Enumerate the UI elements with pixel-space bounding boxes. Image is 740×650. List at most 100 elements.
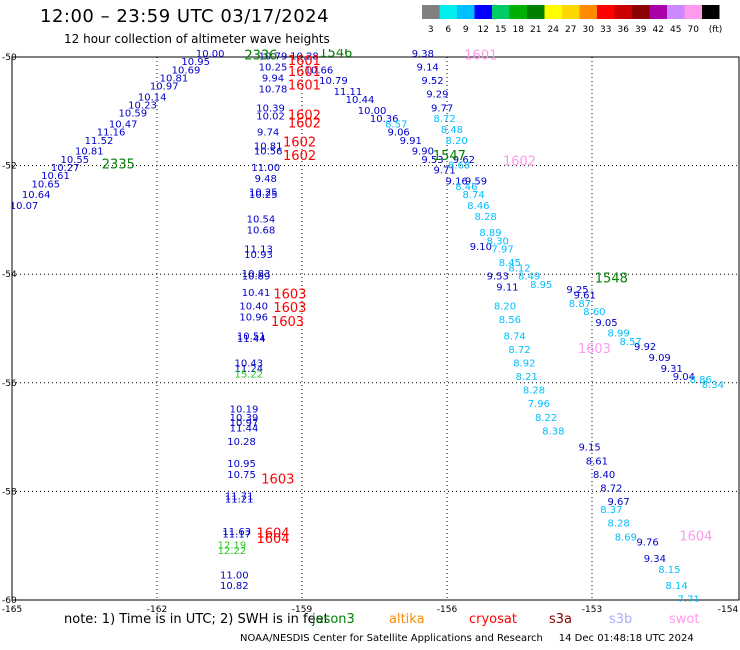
swh-value-label: 9.04 bbox=[673, 372, 695, 383]
colorbar-swatch bbox=[702, 5, 720, 19]
pass-time-label: 1604 bbox=[256, 527, 289, 542]
swh-value-label: 9.38 bbox=[412, 49, 434, 60]
swh-value-label: 8.72 bbox=[508, 345, 530, 356]
swh-value-label: 8.48 bbox=[441, 125, 463, 136]
swh-value-label: 11.16 bbox=[97, 128, 126, 139]
swh-value-label: 10.75 bbox=[227, 470, 256, 481]
swh-value-label: 10.96 bbox=[239, 312, 268, 323]
swh-value-label: 10.25 bbox=[259, 63, 288, 74]
swh-value-label: 10.66 bbox=[305, 65, 334, 76]
swh-value-label: 9.11 bbox=[496, 282, 518, 293]
swh-value-label: 9.67 bbox=[607, 497, 629, 508]
swh-value-label: 9.94 bbox=[262, 73, 284, 84]
pass-time-label: 1602 bbox=[503, 155, 536, 170]
pass-time-label: 1602 bbox=[283, 136, 316, 151]
swh-value-label: 9.71 bbox=[433, 166, 455, 177]
pass-time-label: 1548 bbox=[595, 271, 628, 286]
footer-credit: NOAA/NESDIS Center for Satellite Applica… bbox=[240, 633, 694, 644]
colorbar-label: 9 bbox=[463, 25, 469, 35]
swh-value-label: 8.95 bbox=[530, 280, 552, 291]
colorbar-swatch bbox=[562, 5, 580, 19]
swh-value-label: 11.63 bbox=[222, 527, 251, 538]
swh-value-label: 10.89 bbox=[242, 272, 271, 283]
swh-value-label: 10.40 bbox=[239, 301, 268, 312]
swh-value-label: 8.74 bbox=[504, 331, 526, 342]
pass-time-label: 1602 bbox=[288, 108, 321, 123]
satellite-legend-s3b: s3b bbox=[609, 612, 633, 627]
swh-value-label: 8.72 bbox=[433, 114, 455, 125]
swh-value-label: 10.97 bbox=[150, 82, 179, 93]
colorbar-swatch bbox=[509, 5, 527, 19]
swh-value-label: 10.36 bbox=[370, 114, 399, 125]
colorbar-label: 33 bbox=[600, 25, 611, 35]
swh-value-label: 9.91 bbox=[400, 136, 422, 147]
x-tick-label: -165 bbox=[2, 605, 22, 615]
swh-value-label: 10.79 bbox=[259, 52, 288, 63]
x-tick-label: -162 bbox=[147, 605, 167, 615]
swh-value-label: 8.87 bbox=[569, 299, 591, 310]
timestamp-text: 14 Dec 01:48:18 UTC 2024 bbox=[558, 633, 694, 644]
swh-value-label: 8.61 bbox=[586, 456, 608, 467]
swh-value-label: 10.56 bbox=[254, 147, 283, 158]
swh-value-label: 10.14 bbox=[138, 92, 167, 103]
colorbar-swatch bbox=[614, 5, 632, 19]
swh-value-label: 9.48 bbox=[255, 174, 277, 185]
swh-value-label: 9.74 bbox=[257, 128, 279, 139]
swh-value-label: 11.00 bbox=[220, 570, 249, 581]
swh-value-label: 7.97 bbox=[491, 244, 513, 255]
swh-value-label: 10.39 bbox=[230, 413, 259, 424]
swh-value-label: 9.92 bbox=[634, 342, 656, 353]
swh-value-label: 9.53 bbox=[421, 155, 443, 166]
swh-value-label: 9.14 bbox=[417, 63, 439, 74]
satellite-legend-s3a: s3a bbox=[549, 612, 573, 627]
pass-time-label: 1604 bbox=[679, 529, 712, 544]
colorbar-swatch bbox=[492, 5, 510, 19]
colorbar-swatch bbox=[649, 5, 667, 19]
note-text: note: 1) Time is in UTC; 2) SWH is in fe… bbox=[64, 612, 329, 627]
pass-time-label: 2336 bbox=[244, 49, 277, 64]
satellite-legend-altika: altika bbox=[389, 612, 425, 627]
colorbar-label: 27 bbox=[565, 25, 576, 35]
satellite-legend-cryosat: cryosat bbox=[469, 612, 517, 627]
colorbar-swatch bbox=[667, 5, 685, 19]
swh-value-label: 8.86 bbox=[690, 375, 712, 386]
swh-value-label: 8.49 bbox=[518, 272, 540, 283]
satellite-legend-jason3: jason3 bbox=[312, 612, 355, 627]
swh-value-label: 10.25 bbox=[249, 187, 278, 198]
colorbar-label: 42 bbox=[653, 25, 664, 35]
colorbar-swatch bbox=[597, 5, 615, 19]
swh-value-label: 8.40 bbox=[593, 470, 615, 481]
swh-value-label: 10.27 bbox=[51, 163, 80, 174]
data-layer: 10.0710.6410.6510.6110.2710.5510.8111.52… bbox=[12, 49, 724, 602]
y-tick-label: -50 bbox=[2, 53, 17, 63]
pass-time-label: 1603 bbox=[273, 301, 306, 316]
x-tick-label: -153 bbox=[582, 605, 602, 615]
swh-value-label: 10.43 bbox=[235, 359, 264, 370]
swh-value-label: 8.68 bbox=[448, 160, 470, 171]
swh-value-label: 10.79 bbox=[319, 76, 348, 87]
swh-value-label: 8.46 bbox=[455, 182, 477, 193]
swh-value-label: 8.15 bbox=[658, 565, 680, 576]
swh-value-label: 8.45 bbox=[499, 258, 521, 269]
swh-value-label: 11.44 bbox=[237, 334, 266, 345]
swh-value-label: 10.81 bbox=[160, 73, 189, 84]
swh-value-label: 15.22 bbox=[235, 369, 264, 380]
swh-value-label: 10.55 bbox=[61, 155, 90, 166]
swh-value-label: 11.71 bbox=[225, 492, 254, 503]
colorbar-label: 30 bbox=[583, 25, 595, 35]
swh-value-label: 11.00 bbox=[251, 163, 280, 174]
swh-value-label: 8.28 bbox=[607, 519, 629, 530]
colorbar-label: 24 bbox=[548, 25, 560, 35]
swh-value-label: 9.52 bbox=[421, 76, 443, 87]
swh-value-label: 9.06 bbox=[388, 128, 410, 139]
swh-value-label: 9.25 bbox=[566, 285, 588, 296]
colorbar-swatch bbox=[684, 5, 702, 19]
y-tick-label: -58 bbox=[2, 487, 17, 497]
swh-value-label: 10.28 bbox=[290, 52, 319, 63]
swh-value-label: 11.13 bbox=[244, 244, 273, 255]
swh-value-label: 8.99 bbox=[607, 329, 629, 340]
swh-value-label: 8.12 bbox=[508, 263, 530, 274]
swh-value-label: 10.64 bbox=[22, 190, 51, 201]
x-tick-label: -156 bbox=[437, 605, 458, 615]
y-tick-label: -56 bbox=[2, 379, 17, 389]
